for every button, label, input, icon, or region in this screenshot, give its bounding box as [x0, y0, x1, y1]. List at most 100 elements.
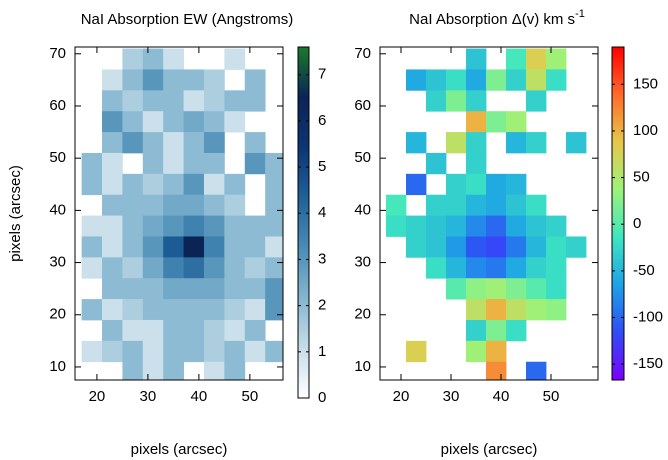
cell	[203, 236, 225, 258]
cell	[526, 257, 547, 279]
cell	[183, 236, 205, 258]
cell	[546, 48, 567, 70]
y-tick-label: 50	[354, 149, 371, 166]
cell	[142, 278, 164, 300]
cell	[163, 257, 184, 279]
x-tick-label: 50	[242, 388, 259, 405]
cell	[486, 194, 507, 216]
cell	[183, 173, 205, 196]
cell	[102, 132, 123, 154]
cell	[142, 257, 164, 279]
cell	[426, 257, 447, 279]
cell	[81, 236, 103, 258]
cell	[446, 257, 467, 279]
cell	[406, 340, 427, 363]
y-tick-label: 20	[49, 306, 66, 323]
cell	[566, 132, 587, 154]
x-tick-label: 40	[493, 388, 510, 405]
cell	[486, 340, 507, 363]
cell	[506, 299, 527, 321]
cell	[122, 257, 144, 279]
y-tick-label: 10	[354, 358, 371, 375]
cell	[486, 257, 507, 279]
plot-frame	[379, 46, 599, 381]
cell	[102, 278, 123, 300]
cell	[102, 299, 123, 321]
cell	[224, 257, 246, 279]
cell	[142, 132, 164, 154]
cell	[102, 319, 123, 342]
colorbar	[611, 46, 625, 381]
colorbar-tick-label: 0	[318, 389, 326, 406]
cell	[506, 257, 527, 279]
cell	[426, 152, 447, 175]
cell	[122, 236, 144, 258]
cell	[406, 69, 427, 91]
cell	[466, 236, 487, 258]
cell	[466, 69, 487, 91]
cell	[466, 257, 487, 279]
cell	[526, 194, 547, 216]
cell	[486, 278, 507, 300]
cell	[546, 257, 567, 279]
cell	[466, 152, 487, 175]
cell	[122, 215, 144, 237]
cell	[102, 257, 123, 279]
cell	[466, 299, 487, 321]
cell	[506, 194, 527, 216]
cell	[142, 111, 164, 133]
cell	[466, 340, 487, 363]
cell	[183, 340, 205, 363]
colorbar	[297, 46, 310, 399]
cell	[203, 69, 225, 91]
cell	[163, 132, 184, 154]
cell	[446, 194, 467, 216]
colorbar-tick-label: -50	[633, 262, 655, 279]
cell	[183, 194, 205, 216]
colorbar-tick-label: 1	[318, 343, 326, 360]
cell	[203, 278, 225, 300]
cell	[81, 215, 103, 237]
chart-title: NaI Absorption Δ(v) km s-1	[409, 8, 585, 28]
cell	[526, 215, 547, 237]
y-tick-label: 60	[49, 97, 66, 114]
colorbar-tick-label: 150	[633, 75, 658, 92]
cell	[122, 132, 144, 154]
colorbar-tick-label: 5	[318, 158, 326, 175]
cell	[224, 340, 246, 363]
cell	[244, 236, 266, 258]
cell	[506, 278, 527, 300]
cell	[102, 152, 123, 175]
cell	[183, 319, 205, 342]
cell	[244, 340, 266, 363]
cell	[244, 278, 266, 300]
cell	[486, 236, 507, 258]
cell	[203, 173, 225, 196]
cell	[386, 215, 407, 237]
cell	[142, 236, 164, 258]
cell	[81, 173, 103, 196]
cell	[122, 319, 144, 342]
y-tick-label: 30	[49, 254, 66, 271]
cell	[446, 173, 467, 196]
cell	[446, 69, 467, 91]
cell	[526, 48, 547, 70]
cell	[526, 278, 547, 300]
y-tick-label: 70	[354, 45, 371, 62]
y-tick-label: 50	[49, 149, 66, 166]
cell	[183, 152, 205, 175]
cell	[163, 111, 184, 133]
cell	[546, 215, 567, 237]
x-axis-label: pixels (arcsec)	[441, 441, 538, 458]
cell	[142, 48, 164, 70]
cell	[102, 69, 123, 91]
cell	[244, 69, 266, 91]
cell	[81, 257, 103, 279]
cell	[142, 69, 164, 91]
cell	[122, 278, 144, 300]
cells	[386, 48, 587, 380]
cell	[183, 90, 205, 112]
cell	[466, 278, 487, 300]
title-superscript: -1	[575, 8, 585, 20]
